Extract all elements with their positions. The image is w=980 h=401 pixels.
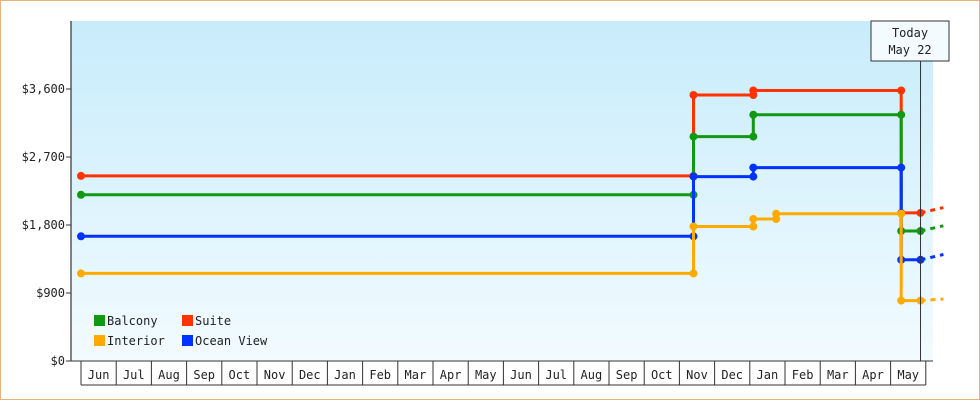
x-tick-label-feb: Feb bbox=[369, 368, 391, 382]
x-tick-label-jul: Jul bbox=[545, 368, 567, 382]
y-tick-label: $3,600 bbox=[22, 82, 65, 96]
series-line-interior bbox=[81, 212, 921, 303]
data-point bbox=[749, 110, 758, 119]
data-point bbox=[77, 269, 85, 278]
data-point bbox=[897, 163, 906, 172]
y-tick-label: $1,800 bbox=[22, 218, 65, 232]
y-tick-label: $2,700 bbox=[22, 150, 65, 164]
data-point bbox=[749, 222, 758, 231]
x-tick-label-sep: Sep bbox=[616, 368, 638, 382]
today-box bbox=[870, 20, 950, 62]
data-point bbox=[689, 132, 698, 141]
x-tick-label-mar: Mar bbox=[827, 368, 849, 382]
x-tick-label-mar: Mar bbox=[405, 368, 427, 382]
legend: Balcony Suite Interior Ocean View bbox=[94, 314, 268, 348]
x-tick-label-aug: Aug bbox=[581, 368, 603, 382]
x-tick-label-jun: Jun bbox=[510, 368, 532, 382]
legend-swatch bbox=[94, 335, 105, 346]
legend-item-interior: Interior bbox=[94, 334, 165, 348]
x-tick-label-sep: Sep bbox=[193, 368, 215, 382]
axes: $0 $900 $1,800 $2,700 $3,600 Jun Jul Aug Sep Oct N… bbox=[22, 21, 933, 386]
x-tick-label-oct: Oct bbox=[651, 368, 673, 382]
data-point bbox=[77, 171, 85, 180]
x-tick-label-apr: Apr bbox=[862, 368, 884, 382]
data-point bbox=[77, 232, 85, 241]
x-tick-label-may: May bbox=[475, 368, 497, 382]
legend-swatch bbox=[94, 315, 105, 326]
data-point bbox=[749, 215, 758, 223]
x-tick-label-jan: Jan bbox=[334, 368, 356, 382]
data-point bbox=[897, 86, 906, 95]
data-point bbox=[749, 86, 758, 95]
x-tick-label-nov: Nov bbox=[264, 368, 286, 382]
x-tick-label-dec: Dec bbox=[299, 368, 321, 382]
data-point bbox=[749, 172, 758, 181]
x-tick-label-dec: Dec bbox=[721, 368, 743, 382]
x-tick-label-feb: Feb bbox=[792, 368, 814, 382]
data-point bbox=[897, 209, 906, 218]
legend-item-suite: Suite bbox=[182, 314, 231, 328]
x-tick-label-jan: Jan bbox=[757, 368, 779, 382]
data-point bbox=[897, 110, 906, 119]
legend-label: Balcony bbox=[107, 314, 158, 328]
x-tick-label-aug: Aug bbox=[158, 368, 180, 382]
legend-label: Suite bbox=[195, 314, 231, 328]
y-tick-label: $0 bbox=[51, 354, 65, 368]
data-point bbox=[689, 172, 698, 181]
today-label: Today bbox=[892, 26, 928, 40]
y-tick-label: $900 bbox=[36, 286, 65, 300]
data-point bbox=[77, 190, 85, 199]
plot-background bbox=[71, 21, 933, 361]
legend-item-ocean-view: Ocean View bbox=[182, 334, 268, 348]
legend-swatch bbox=[182, 335, 193, 346]
x-tick-label-apr: Apr bbox=[440, 368, 462, 382]
data-point bbox=[772, 209, 781, 218]
data-point bbox=[749, 132, 758, 141]
legend-label: Interior bbox=[107, 334, 165, 348]
data-point bbox=[897, 296, 906, 305]
today-date: May 22 bbox=[888, 43, 931, 57]
x-tick-label-may: May bbox=[897, 368, 919, 382]
today-marker: Today May 22 bbox=[870, 20, 950, 361]
x-tick-label-oct: Oct bbox=[229, 368, 251, 382]
data-point bbox=[689, 222, 698, 231]
legend-swatch bbox=[182, 315, 193, 326]
data-point bbox=[689, 269, 698, 278]
x-tick-label-nov: Nov bbox=[686, 368, 708, 382]
x-tick-label-jun: Jun bbox=[88, 368, 110, 382]
legend-label: Ocean View bbox=[195, 334, 268, 348]
legend-item-balcony: Balcony bbox=[94, 314, 158, 328]
data-point bbox=[689, 91, 698, 99]
data-point bbox=[749, 163, 758, 172]
x-tick-label-jul: Jul bbox=[123, 368, 145, 382]
series-layer bbox=[77, 86, 944, 305]
series-interior bbox=[77, 209, 944, 305]
